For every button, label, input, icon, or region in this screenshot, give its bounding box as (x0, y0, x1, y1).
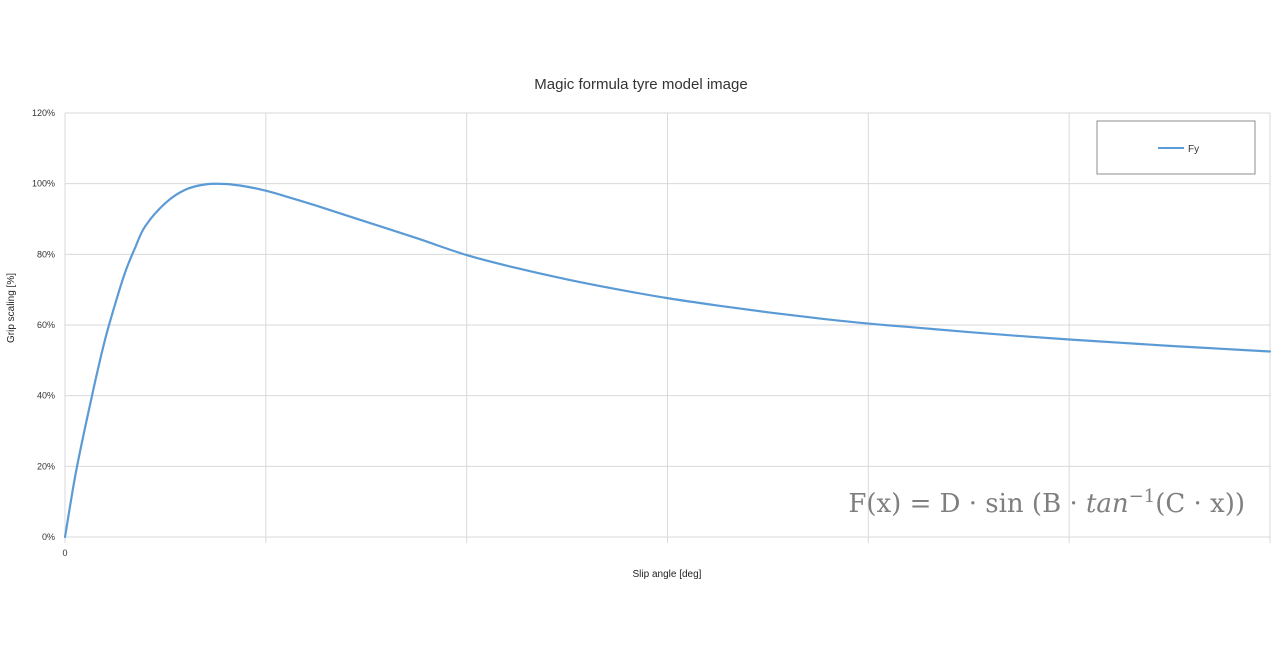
series-layer (63, 182, 1272, 539)
legend-label-fy: Fy (1188, 144, 1199, 155)
y-tick-label: 0% (42, 532, 55, 542)
y-tick-label: 120% (32, 108, 55, 118)
y-tick-label: 80% (37, 249, 55, 259)
gridlines (64, 112, 1271, 543)
formula-rhs: (C · x)) (1155, 489, 1245, 519)
x-tick-label: 0 (62, 548, 67, 558)
x-axis-title: Slip angle [deg] (633, 569, 702, 580)
y-axis-ticks: 0% 20% 40% 60% 80% 100% 120% (32, 108, 55, 542)
legend: Fy (1096, 120, 1256, 175)
y-tick-label: 60% (37, 320, 55, 330)
x-axis-ticks: 0 (62, 548, 67, 558)
formula-superscript: −1 (1129, 486, 1156, 507)
series-line-fy (63, 182, 1272, 539)
formula-annotation: F(x) = D · sin (B · tan−1(C · x)) (848, 486, 1245, 519)
formula-lhs: F(x) = D · sin (B · (848, 489, 1086, 519)
formula-function: tan (1086, 489, 1129, 519)
y-tick-label: 20% (37, 461, 55, 471)
chart-title: Magic formula tyre model image (534, 76, 747, 93)
y-tick-label: 100% (32, 179, 55, 189)
y-axis-title: Grip scaling [%] (6, 273, 17, 343)
y-tick-label: 40% (37, 391, 55, 401)
